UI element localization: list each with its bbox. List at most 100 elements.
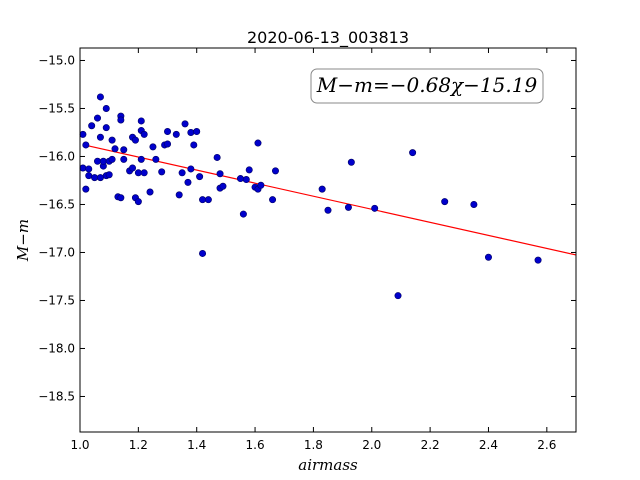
- data-point: [99, 157, 107, 165]
- data-point: [184, 178, 192, 186]
- data-point: [117, 116, 125, 124]
- fit-equation-frame: [310, 68, 544, 104]
- data-point: [254, 139, 262, 147]
- y-tick-label: −16.5: [38, 197, 75, 211]
- data-point: [409, 149, 417, 157]
- data-point: [108, 136, 116, 144]
- data-point: [134, 198, 142, 206]
- data-point: [129, 164, 137, 172]
- data-point: [187, 128, 195, 136]
- data-point: [134, 169, 142, 177]
- data-point: [137, 117, 145, 125]
- data-point: [152, 155, 160, 163]
- y-tick-label: −16.0: [38, 149, 75, 163]
- data-point: [82, 185, 90, 193]
- data-point: [117, 194, 125, 202]
- data-point: [82, 141, 90, 149]
- data-point: [344, 203, 352, 211]
- data-point: [199, 196, 207, 204]
- x-tick-label: 2.0: [362, 438, 381, 452]
- data-point: [96, 133, 104, 141]
- x-tick-label: 2.4: [479, 438, 498, 452]
- data-point: [158, 168, 166, 176]
- x-axis-label: airmass: [298, 456, 358, 474]
- x-tick-label: 1.6: [246, 438, 265, 452]
- data-point: [371, 204, 379, 212]
- data-point: [146, 188, 154, 196]
- x-tick-label: 2.6: [537, 438, 556, 452]
- data-point: [91, 174, 99, 182]
- data-point: [394, 292, 402, 300]
- data-point: [193, 128, 201, 136]
- data-point: [204, 196, 212, 204]
- x-tick-label: 1.4: [187, 438, 206, 452]
- x-tick-label: 1.2: [129, 438, 148, 452]
- data-point: [137, 155, 145, 163]
- y-tick-label: −17.0: [38, 245, 75, 259]
- fit-line: [85, 144, 577, 256]
- fit-equation-box: M−m=−0.68χ−15.19: [310, 68, 544, 104]
- data-point: [79, 164, 87, 172]
- data-point: [164, 128, 172, 136]
- fit-equation: M−m=−0.68χ−15.19: [316, 73, 538, 97]
- data-point: [140, 130, 148, 138]
- y-tick-label: −17.5: [38, 293, 75, 307]
- data-point: [175, 191, 183, 199]
- data-point: [213, 153, 221, 161]
- y-tick-label: −15.5: [38, 101, 75, 115]
- data-point: [181, 120, 189, 128]
- y-tick-label: −18.5: [38, 389, 75, 403]
- data-point: [85, 172, 93, 180]
- data-point: [94, 157, 102, 165]
- data-point: [140, 169, 148, 177]
- x-axis: 1.0 1.2 1.4 1.6 1.8 2.0 2.2 2.4 2.6: [70, 48, 556, 452]
- data-point: [96, 174, 104, 182]
- y-tick-label: −18.0: [38, 341, 75, 355]
- data-point: [245, 166, 253, 174]
- data-point: [108, 155, 116, 163]
- data-point: [85, 165, 93, 173]
- data-point: [88, 122, 96, 130]
- data-point: [105, 171, 113, 179]
- data-point: [347, 158, 355, 166]
- data-point: [219, 182, 227, 190]
- data-point: [257, 181, 265, 189]
- data-point: [111, 145, 119, 153]
- data-point: [236, 175, 244, 183]
- data-point: [269, 196, 277, 204]
- data-point: [216, 170, 224, 178]
- data-point: [96, 93, 104, 101]
- y-axis: −15.0 −15.5 −16.0 −16.5 −17.0 −17.5 −18.0 −18.5: [38, 53, 576, 403]
- data-point: [324, 206, 332, 214]
- data-point: [199, 249, 207, 257]
- plot-frame: [79, 47, 577, 433]
- data-point: [187, 165, 195, 173]
- data-point: [102, 104, 110, 112]
- y-tick-label: −15.0: [38, 53, 75, 67]
- y-axis-label: M−m: [14, 219, 32, 262]
- data-point: [94, 114, 102, 122]
- data-point: [190, 141, 198, 149]
- data-point: [172, 130, 180, 138]
- data-point: [484, 253, 492, 261]
- data-point: [318, 185, 326, 193]
- data-point: [102, 124, 110, 132]
- data-point: [178, 169, 186, 177]
- data-point: [196, 173, 204, 181]
- data-point: [164, 140, 172, 148]
- plot-area: [79, 93, 577, 300]
- data-point: [534, 256, 542, 264]
- data-point: [79, 130, 87, 138]
- data-point: [239, 210, 247, 218]
- data-point: [271, 167, 279, 175]
- data-point: [120, 155, 128, 163]
- data-point: [120, 146, 128, 154]
- data-point: [242, 176, 250, 184]
- x-tick-label: 2.2: [421, 438, 440, 452]
- data-point: [441, 198, 449, 206]
- x-tick-label: 1.0: [70, 438, 89, 452]
- data-point: [131, 136, 139, 144]
- data-point: [149, 143, 157, 151]
- x-tick-label: 1.8: [304, 438, 323, 452]
